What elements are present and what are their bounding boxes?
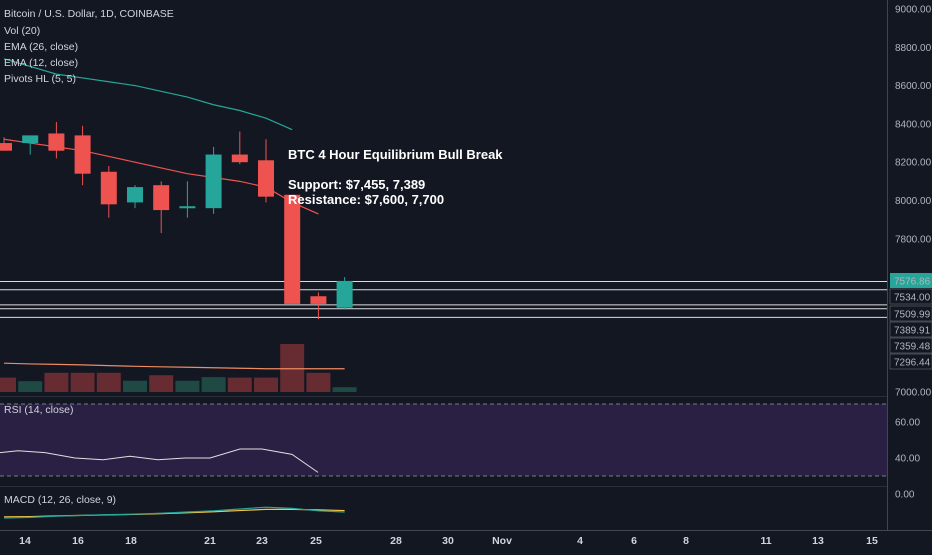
time-tick-label: 14: [19, 535, 31, 547]
price-tick-label: 8600.00: [895, 81, 932, 92]
candle-body: [48, 133, 65, 151]
rsi-line: [0, 448, 319, 473]
candle-body: [284, 194, 301, 304]
candle-body: [74, 135, 91, 174]
time-tick-label: 23: [256, 535, 268, 547]
macd-label[interactable]: MACD (12, 26, close, 9): [4, 494, 117, 506]
price-label: 7359.48: [894, 342, 931, 353]
price-label-box: [889, 288, 932, 305]
volume-bar: [254, 377, 278, 392]
rsi-label[interactable]: RSI (14, close): [4, 404, 74, 416]
volume-bar: [332, 387, 357, 392]
price-tick-label: 8400.00: [895, 119, 932, 130]
price-tick-label: 8000.00: [895, 196, 932, 207]
time-tick-label: Nov: [492, 535, 512, 547]
symbol-legend[interactable]: Bitcoin / U.S. Dollar, 1D, COINBASE: [4, 8, 174, 20]
candle-body: [258, 160, 274, 197]
price-label-box: [889, 321, 932, 338]
rsi-tick-label: 40.00: [895, 454, 920, 465]
ema26-legend[interactable]: EMA (26, close): [4, 41, 79, 53]
time-tick-label: 6: [631, 535, 637, 547]
macd-tick-label: 0.00: [895, 490, 915, 501]
volume-bar: [201, 377, 226, 392]
ema26-line: [3, 58, 293, 131]
candle-body: [0, 143, 12, 151]
price-label-box: [889, 305, 932, 322]
price-label: 7576.86: [894, 277, 931, 288]
volume-bar: [280, 344, 305, 392]
price-tick-label: 8800.00: [895, 43, 932, 54]
price-tick-label: 7000.00: [895, 388, 932, 399]
volume-bar: [227, 377, 252, 392]
volume-bar: [175, 380, 200, 392]
price-tick-label: 7800.00: [895, 234, 932, 245]
rsi-band: [0, 404, 887, 476]
time-tick-label: 28: [390, 535, 402, 547]
time-tick-label: 8: [683, 535, 689, 547]
volume-bar: [149, 375, 174, 392]
price-label: 7534.00: [894, 293, 931, 304]
volume-bar: [306, 372, 331, 392]
annotation-resistance: Resistance: $7,600, 7,700: [288, 192, 445, 207]
price-label: 7389.91: [894, 326, 931, 337]
macd-line: [3, 506, 345, 519]
vol-legend[interactable]: Vol (20): [4, 25, 41, 37]
candle-body: [153, 185, 170, 211]
volume-bar: [0, 377, 16, 392]
price-label: 7296.44: [894, 358, 931, 369]
volume-bar: [96, 372, 121, 392]
candle-body: [179, 206, 196, 209]
price-label-box: [889, 353, 932, 370]
volume-bar: [44, 372, 69, 392]
volume-bar: [18, 381, 43, 392]
time-tick-label: 25: [310, 535, 322, 547]
candle-body: [127, 187, 143, 203]
rsi-tick-label: 60.00: [895, 418, 920, 429]
volume-bar: [123, 380, 147, 392]
candle-body: [22, 135, 39, 144]
volume-ma-line: [3, 362, 345, 370]
candle-body: [310, 296, 327, 304]
time-tick-label: 13: [812, 535, 824, 547]
time-tick-label: 11: [760, 535, 771, 547]
time-tick-label: 16: [72, 535, 84, 547]
time-tick-label: 21: [204, 535, 216, 547]
time-tick-label: 18: [125, 535, 137, 547]
volume-bar: [70, 372, 95, 392]
candle-body: [205, 154, 222, 209]
pivots-legend[interactable]: Pivots HL (5, 5): [4, 73, 76, 85]
price-tick-label: 9000.00: [895, 5, 932, 16]
price-label: 7509.99: [894, 310, 931, 321]
time-tick-label: 30: [442, 535, 454, 547]
time-tick-label: 4: [577, 535, 583, 547]
annotation-support: Support: $7,455, 7,389: [288, 177, 426, 192]
time-tick-label: 15: [866, 535, 878, 547]
price-label-box: [889, 337, 932, 354]
candle-body: [100, 171, 117, 205]
candle-body: [336, 280, 353, 308]
ema12-legend[interactable]: EMA (12, close): [4, 57, 79, 69]
price-tick-label: 8200.00: [895, 158, 932, 169]
annotation-title: BTC 4 Hour Equilibrium Bull Break: [288, 147, 503, 162]
candle-body: [231, 154, 248, 163]
price-label-box: [890, 273, 932, 288]
